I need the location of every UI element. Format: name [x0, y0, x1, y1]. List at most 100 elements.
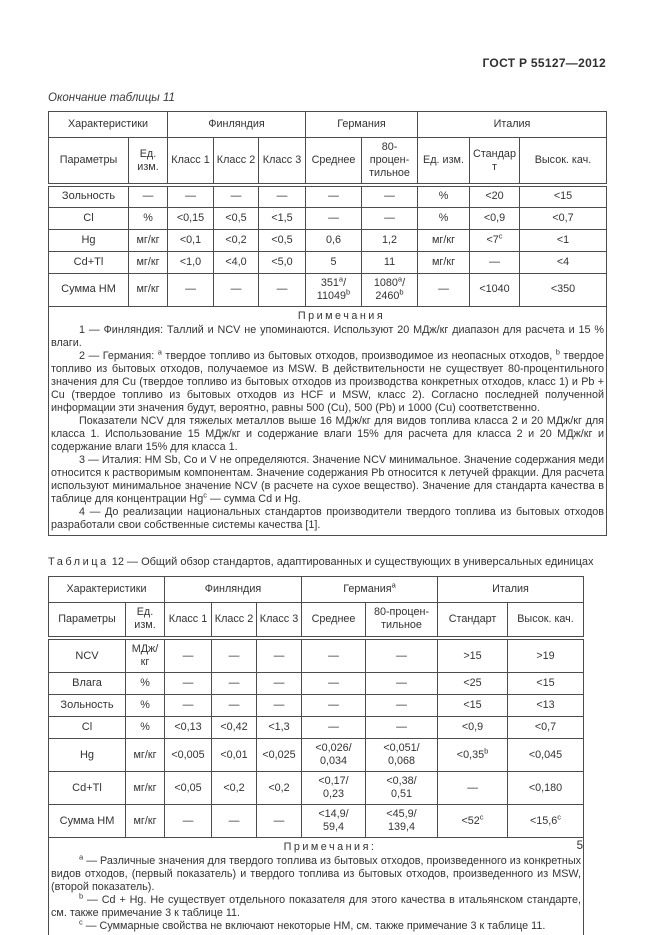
value-cell: —	[437, 771, 509, 805]
value-cell: %	[417, 206, 470, 230]
value-cell: мг/кг	[128, 250, 168, 274]
value-cell: —	[364, 716, 439, 739]
table12-caption-text: — Общий обзор стандартов, адаптированных…	[127, 555, 594, 568]
table-row: Влага% — — — — — <25 <15	[48, 672, 585, 695]
value-cell: —	[211, 672, 257, 695]
value-cell: <15	[518, 184, 608, 208]
column-header: Высок. кач.	[518, 137, 608, 187]
value-cell: —	[361, 206, 418, 230]
value-cell: <0,180	[507, 771, 585, 805]
value-cell: <0,38/0,51	[364, 771, 439, 805]
note-paragraph: 3 — Италия: HM Sb, Co и V не определяютс…	[51, 453, 605, 505]
value-cell: —	[305, 184, 362, 208]
note-paragraph: 4 — До реализации национальных стандарто…	[51, 505, 605, 531]
column-header: Среднее	[301, 601, 366, 640]
column-header: Класс 1	[167, 137, 214, 187]
column-group-header: Италия	[437, 575, 585, 603]
notes-title: Примечания	[297, 309, 386, 322]
value-cell: 1080a/2460b	[361, 272, 418, 307]
value-cell: —	[211, 804, 257, 838]
value-cell: <0,9	[437, 716, 509, 739]
value-cell: %	[125, 672, 165, 695]
value-cell: —	[301, 694, 366, 717]
table12-body: Характеристики Финляндия Германияa Италия Па…	[47, 575, 585, 935]
table-row: Зольность — — — — — —% <20 <15	[48, 184, 608, 208]
table12-caption-word: Таблица	[48, 555, 109, 568]
column-header: 80-процен-тильное	[361, 137, 418, 187]
column-header: Класс 1	[164, 601, 212, 640]
value-cell: <0,15	[167, 206, 214, 230]
note-paragraph: 1 — Финляндия: Таллий и NCV не упоминают…	[51, 323, 605, 349]
value-cell: >15	[437, 637, 509, 673]
value-cell: <5,0	[258, 250, 306, 274]
value-cell: <0,045	[507, 738, 585, 772]
value-cell: <0,026/0,034	[301, 738, 366, 772]
value-cell: —	[301, 637, 366, 673]
value-cell: мг/кг	[125, 771, 165, 805]
value-cell: <0,2	[213, 228, 259, 252]
row-label: Hg	[48, 228, 129, 252]
value-cell: —	[364, 672, 439, 695]
table-notes: Примечания: a — Различные значения для тв…	[47, 837, 585, 935]
value-cell: МДж/кг	[125, 637, 165, 673]
value-cell: <52c	[437, 804, 509, 838]
value-cell: —	[213, 272, 259, 307]
value-cell: —	[164, 672, 212, 695]
column-header: Класс 3	[256, 601, 302, 640]
value-cell: <0,05	[164, 771, 212, 805]
column-header: Класс 2	[211, 601, 257, 640]
value-cell: <1	[518, 228, 608, 252]
note-paragraph: b — Cd + Hg. Не существует отдельного по…	[51, 891, 582, 919]
column-group-header: Италия	[416, 111, 608, 138]
value-cell: —	[164, 637, 212, 673]
value-cell: <7c	[469, 228, 520, 252]
value-cell: <0,42	[211, 716, 257, 739]
value-cell: —	[256, 804, 302, 838]
column-header: 80-процен-тильное	[364, 601, 439, 640]
note-paragraph: a — Различные значения для твердого топл…	[51, 852, 582, 893]
row-label: Зольность	[48, 184, 129, 208]
table-notes: Примечания 1 — Финляндия: Таллий и NCV не…	[47, 305, 608, 536]
value-cell: —	[364, 694, 439, 717]
value-cell: <0,051/0,068	[364, 738, 439, 772]
value-cell: <14,9/59,4	[301, 804, 366, 838]
value-cell: —	[364, 637, 439, 673]
column-header: Стандарт	[437, 601, 509, 640]
column-header: Стандарт	[469, 137, 520, 187]
column-group-header: Финляндия	[164, 575, 302, 603]
value-cell: %	[417, 184, 470, 208]
value-cell: <1,0	[167, 250, 214, 274]
table-row: Hg мг/кг <0,005 <0,01 <0,025 <0,026/0,034 <0,0…	[48, 738, 585, 772]
table-row: NCV МДж/кг — — — — — >15 >19	[48, 637, 585, 673]
table12: Характеристики Финляндия Германияa Италия Па…	[47, 575, 585, 935]
row-label: NCV	[48, 637, 126, 673]
value-cell: —	[167, 184, 214, 208]
value-cell: <0,005	[164, 738, 212, 772]
value-cell: —	[128, 184, 168, 208]
column-group-header: Характеристики	[48, 575, 165, 603]
value-cell: <1,5	[258, 206, 306, 230]
value-cell: <0,7	[518, 206, 608, 230]
column-header: Ед. изм.	[128, 137, 168, 187]
table-row: Cl% <0,15 <0,5 <1,5— —% <0,9 <0,7	[48, 206, 608, 230]
value-cell: мг/кг	[125, 738, 165, 772]
notes-title: Примечания:	[283, 841, 377, 853]
value-cell: —	[211, 637, 257, 673]
column-header: Класс 3	[258, 137, 306, 187]
value-cell: <0,2	[211, 771, 257, 805]
column-group-header: Характеристики	[48, 111, 168, 138]
value-cell: <15	[437, 694, 509, 717]
value-cell: мг/кг	[128, 228, 168, 252]
column-header: Параметры	[48, 137, 129, 187]
table-row: Сумма НМ мг/кг — — — <14,9/59,4 <45,9/139,4 <52…	[48, 804, 585, 838]
value-cell: мг/кг	[125, 804, 165, 838]
row-label: Cd+Tl	[48, 250, 129, 274]
row-label: Сумма НМ	[48, 804, 126, 838]
value-cell: <4	[518, 250, 608, 274]
value-cell: —	[256, 694, 302, 717]
value-cell: 351a/11049b	[305, 272, 362, 307]
value-cell: —	[361, 184, 418, 208]
value-cell: —	[164, 694, 212, 717]
value-cell: —	[211, 694, 257, 717]
